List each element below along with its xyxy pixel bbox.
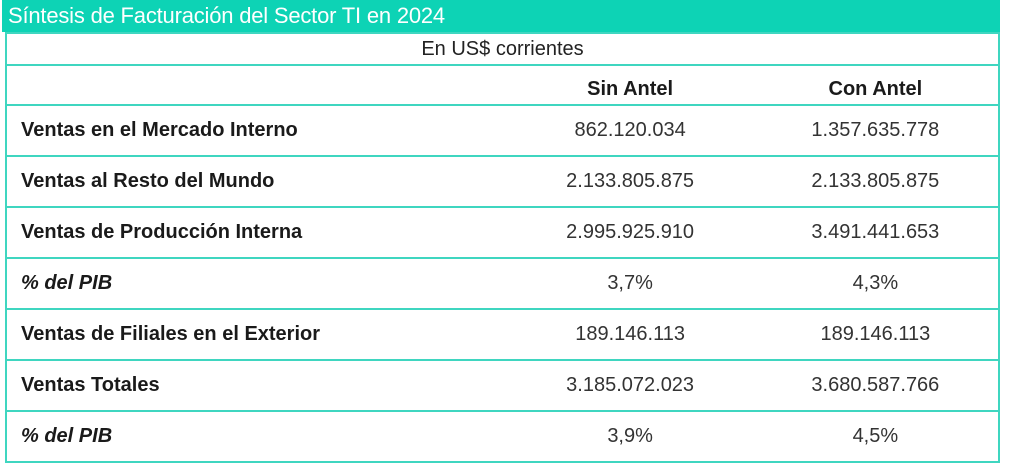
value-con-antel: 189.146.113 (752, 308, 999, 361)
value-con-antel: 3.491.441.653 (752, 206, 999, 259)
table-row: Ventas al Resto del Mundo 2.133.805.875 … (6, 155, 999, 208)
header-con-antel: Con Antel (752, 64, 999, 106)
value-sin-antel: 2.133.805.875 (507, 155, 753, 208)
value-con-antel: 3.680.587.766 (752, 359, 999, 412)
row-label: Ventas de Filiales en el Exterior (6, 308, 508, 361)
value-con-antel: 2.133.805.875 (752, 155, 999, 208)
row-label: % del PIB (6, 410, 508, 463)
value-con-antel: 4,5% (752, 410, 999, 463)
row-label: Ventas al Resto del Mundo (6, 155, 508, 208)
value-sin-antel: 3.185.072.023 (507, 359, 753, 412)
value-sin-antel: 3,7% (507, 257, 753, 310)
value-con-antel: 4,3% (752, 257, 999, 310)
value-con-antel: 1.357.635.778 (752, 104, 999, 157)
table-row: % del PIB 3,7% 4,3% (6, 257, 999, 310)
table-row: Ventas Totales 3.185.072.023 3.680.587.7… (6, 359, 999, 412)
subtitle-row: En US$ corrientes (6, 32, 999, 66)
table-row: Ventas de Producción Interna 2.995.925.9… (6, 206, 999, 259)
table-row: % del PIB 3,9% 4,5% (6, 410, 999, 463)
header-row: Sin Antel Con Antel (6, 64, 999, 106)
value-sin-antel: 3,9% (507, 410, 753, 463)
table-title: Síntesis de Facturación del Sector TI en… (8, 3, 445, 28)
table-row: Ventas en el Mercado Interno 862.120.034… (6, 104, 999, 157)
title-bar: Síntesis de Facturación del Sector TI en… (2, 0, 1000, 32)
currency-subtitle: En US$ corrientes (6, 32, 999, 66)
row-label: Ventas de Producción Interna (6, 206, 508, 259)
row-label: % del PIB (6, 257, 508, 310)
row-label: Ventas Totales (6, 359, 508, 412)
value-sin-antel: 2.995.925.910 (507, 206, 753, 259)
row-label: Ventas en el Mercado Interno (6, 104, 508, 157)
value-sin-antel: 189.146.113 (507, 308, 753, 361)
billing-summary-table: En US$ corrientes Sin Antel Con Antel Ve… (5, 32, 1000, 463)
value-sin-antel: 862.120.034 (507, 104, 753, 157)
header-label (6, 64, 508, 106)
header-sin-antel: Sin Antel (507, 64, 753, 106)
table-row: Ventas de Filiales en el Exterior 189.14… (6, 308, 999, 361)
